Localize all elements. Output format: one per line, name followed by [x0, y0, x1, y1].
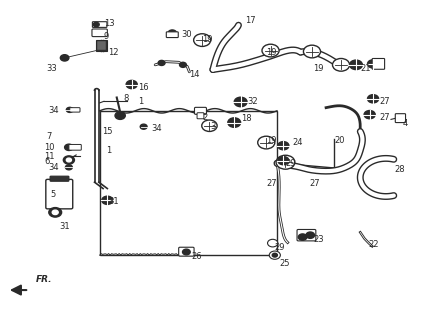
Text: 8: 8 — [123, 94, 129, 103]
Circle shape — [267, 239, 278, 247]
Circle shape — [180, 62, 186, 68]
Text: 1: 1 — [106, 146, 111, 155]
Text: 27: 27 — [266, 179, 277, 188]
Circle shape — [182, 249, 190, 255]
Circle shape — [65, 165, 72, 170]
Polygon shape — [100, 111, 277, 255]
Text: 9: 9 — [104, 32, 109, 41]
Text: 16: 16 — [138, 83, 149, 92]
Text: 29: 29 — [286, 159, 296, 168]
Text: 19: 19 — [266, 48, 277, 57]
Text: 11: 11 — [44, 152, 55, 161]
Text: 18: 18 — [241, 114, 251, 123]
Circle shape — [262, 44, 279, 57]
Circle shape — [278, 142, 289, 150]
Text: 25: 25 — [279, 259, 289, 268]
Text: 27: 27 — [380, 97, 390, 106]
Text: 27: 27 — [380, 113, 390, 122]
Text: 34: 34 — [49, 106, 59, 115]
FancyBboxPatch shape — [92, 29, 108, 36]
FancyBboxPatch shape — [179, 247, 194, 256]
Circle shape — [49, 208, 61, 217]
Text: 21: 21 — [360, 63, 371, 73]
FancyBboxPatch shape — [166, 32, 178, 37]
Circle shape — [102, 196, 113, 204]
Circle shape — [60, 55, 69, 61]
FancyBboxPatch shape — [46, 179, 73, 209]
FancyBboxPatch shape — [50, 176, 69, 181]
Circle shape — [306, 232, 314, 238]
Text: 31: 31 — [108, 197, 119, 206]
Circle shape — [269, 251, 280, 259]
Text: 34: 34 — [151, 124, 162, 133]
Text: 28: 28 — [394, 165, 405, 174]
Text: 14: 14 — [189, 70, 200, 79]
Circle shape — [64, 144, 73, 150]
Text: 22: 22 — [369, 240, 379, 249]
Text: 31: 31 — [59, 222, 70, 231]
FancyBboxPatch shape — [197, 113, 204, 119]
Circle shape — [194, 34, 211, 46]
FancyBboxPatch shape — [395, 114, 405, 123]
Text: 20: 20 — [335, 136, 345, 146]
Text: 15: 15 — [102, 127, 112, 136]
FancyBboxPatch shape — [372, 59, 384, 69]
Circle shape — [234, 97, 247, 107]
Text: 5: 5 — [50, 190, 56, 199]
Circle shape — [368, 60, 379, 68]
Circle shape — [364, 110, 375, 119]
Circle shape — [278, 156, 289, 165]
Text: 6: 6 — [44, 157, 49, 166]
FancyBboxPatch shape — [96, 40, 108, 51]
FancyBboxPatch shape — [92, 22, 107, 28]
Circle shape — [66, 158, 71, 162]
FancyBboxPatch shape — [194, 107, 206, 114]
Text: 17: 17 — [245, 16, 255, 25]
Circle shape — [368, 95, 379, 103]
Text: 19: 19 — [266, 136, 277, 146]
Circle shape — [272, 253, 277, 257]
Text: 19: 19 — [202, 35, 213, 44]
FancyBboxPatch shape — [70, 108, 80, 112]
Text: FR.: FR. — [36, 275, 52, 284]
FancyBboxPatch shape — [97, 41, 107, 50]
Circle shape — [304, 45, 320, 58]
Text: 12: 12 — [108, 48, 119, 57]
Text: 1: 1 — [138, 97, 143, 106]
Circle shape — [63, 156, 74, 164]
Text: 27: 27 — [309, 179, 319, 188]
Text: 32: 32 — [247, 97, 258, 106]
Text: 33: 33 — [46, 63, 57, 73]
Text: 13: 13 — [104, 19, 114, 28]
Text: 10: 10 — [44, 143, 55, 152]
Text: 30: 30 — [181, 30, 191, 39]
Text: 24: 24 — [292, 138, 302, 147]
Text: 19: 19 — [313, 63, 324, 73]
FancyBboxPatch shape — [297, 229, 316, 241]
Text: 7: 7 — [46, 132, 52, 141]
Circle shape — [93, 22, 99, 27]
Circle shape — [298, 234, 307, 240]
Circle shape — [228, 118, 241, 127]
Circle shape — [350, 60, 362, 69]
Text: 4: 4 — [403, 119, 408, 128]
Text: 26: 26 — [191, 252, 202, 261]
Circle shape — [140, 124, 147, 129]
FancyBboxPatch shape — [69, 144, 81, 150]
Text: 23: 23 — [313, 235, 324, 244]
Circle shape — [52, 210, 58, 215]
Circle shape — [158, 60, 165, 66]
Text: 3: 3 — [211, 122, 216, 131]
Circle shape — [126, 80, 137, 89]
Text: 34: 34 — [49, 164, 59, 172]
Circle shape — [115, 112, 125, 119]
Circle shape — [332, 59, 350, 71]
Circle shape — [168, 30, 177, 36]
Circle shape — [258, 136, 275, 149]
Circle shape — [202, 120, 217, 132]
Text: 29: 29 — [275, 243, 286, 252]
Text: 2: 2 — [202, 113, 207, 122]
Circle shape — [66, 107, 73, 112]
Circle shape — [276, 155, 295, 169]
